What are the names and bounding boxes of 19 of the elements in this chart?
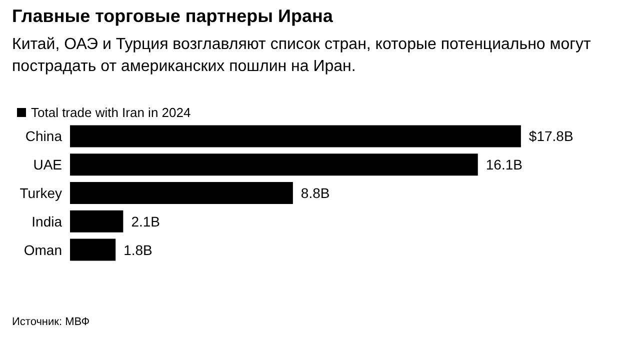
chart-subtitle: Китай, ОАЭ и Турция возглавляют список стран, которые потенциально могут пострадать от американских пошлин на Иран. [12,35,592,77]
bar [70,125,521,148]
text: Источник: МВФ [12,316,90,328]
data-label: 8.8B [300,185,330,201]
chart-title: Главные торговые партнеры Ирана [12,6,333,27]
y-tick-label: China [25,128,62,144]
data-label: 16.1B [486,156,522,173]
data-label: 2.1B [131,213,160,230]
y-tick-label: India [32,213,62,230]
data-label: 1.8B [124,242,152,258]
bar [70,154,478,176]
bar [70,182,293,204]
bar [70,238,116,261]
y-tick-label: UAE [33,156,62,173]
legend-label: Total trade with Iran in 2024 [31,105,191,120]
y-tick-label: Oman [24,242,62,258]
bar [70,210,124,232]
y-tick-label: Turkey [20,185,62,201]
data-label: $17.8B [528,128,574,144]
